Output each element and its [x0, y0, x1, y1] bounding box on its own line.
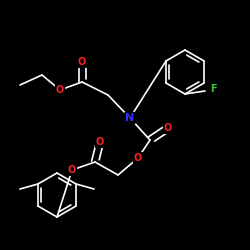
Text: O: O: [96, 137, 104, 147]
Text: F: F: [210, 84, 216, 94]
Text: O: O: [56, 85, 64, 95]
Text: O: O: [164, 123, 172, 133]
Text: O: O: [68, 165, 76, 175]
Text: O: O: [134, 153, 142, 163]
Text: O: O: [78, 57, 86, 67]
Text: N: N: [126, 113, 134, 123]
